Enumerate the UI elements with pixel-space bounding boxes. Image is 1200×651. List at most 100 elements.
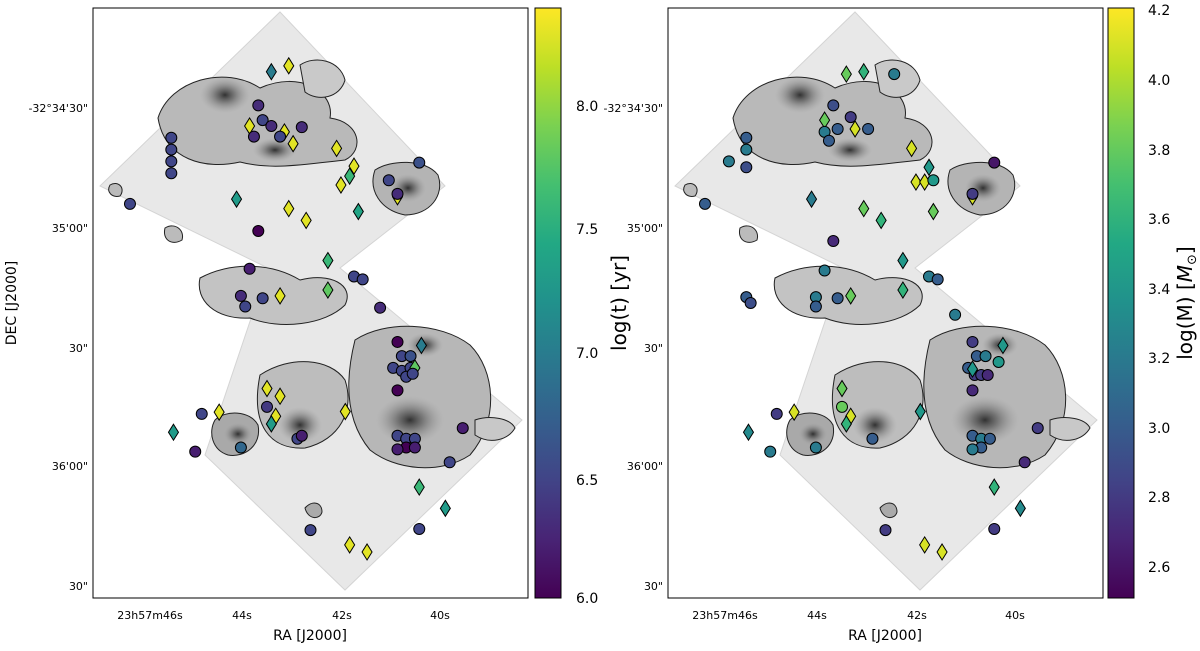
cluster-diamond-marker: [805, 190, 818, 209]
cluster-circle-marker: [404, 350, 417, 363]
cluster-diamond-marker: [322, 281, 334, 299]
x-axis-title: RA [J2000]: [848, 628, 922, 644]
cluster-diamond-marker: [287, 134, 299, 153]
cluster-circle-marker: [966, 187, 979, 200]
cluster-circle-marker: [391, 384, 404, 397]
cluster-diamond-marker: [840, 415, 852, 433]
cluster-diamond-marker: [1014, 499, 1026, 518]
colorbar-tick-label: 2.6: [1148, 560, 1170, 576]
cluster-circle-marker: [740, 131, 753, 144]
x-tick-label: 44s: [232, 609, 252, 622]
x-tick-label: 40s: [430, 609, 450, 622]
cluster-diamond-marker: [335, 176, 347, 194]
x-axis-title: RA [J2000]: [273, 628, 347, 644]
cluster-circle-marker: [256, 114, 269, 127]
cluster-circle-marker: [740, 143, 753, 156]
cluster-diamond-marker: [836, 379, 848, 398]
cluster-circle-marker: [391, 335, 404, 348]
cluster-diamond-marker: [322, 251, 334, 270]
cluster-diamond-marker: [988, 478, 1000, 497]
cluster-circle-marker: [189, 445, 202, 458]
cluster-circle-marker: [295, 429, 308, 442]
cluster-diamond-marker: [788, 403, 800, 422]
colorbar-tick-label: 3.2: [1148, 351, 1170, 367]
left-y-axis: -32°34'30" 35'00" 30" 36'00" 30" DEC [J2…: [4, 102, 88, 593]
cluster-circle-marker: [988, 156, 1001, 169]
colorbar-gradient: [1107, 7, 1135, 599]
x-tick-label: 23h57m46s: [117, 609, 183, 622]
cluster-circle-marker: [261, 400, 273, 413]
cluster-circle-marker: [988, 522, 1001, 535]
right-colorbar: 2.6 2.8 3.0 3.2 3.4 3.6 3.8 4.0 4.2 log(…: [1107, 3, 1200, 599]
cluster-circle-marker: [744, 297, 757, 309]
cluster-circle-marker: [295, 121, 308, 134]
cluster-diamond-marker: [361, 543, 373, 561]
cluster-circle-marker: [304, 524, 317, 537]
cluster-diamond-marker: [906, 139, 918, 158]
cluster-circle-marker: [931, 273, 944, 286]
cluster-diamond-marker: [840, 65, 852, 84]
cluster-circle-marker: [822, 134, 835, 147]
cluster-circle-marker: [265, 120, 278, 132]
cluster-diamond-marker: [849, 120, 861, 138]
cluster-circle-marker: [927, 174, 940, 187]
colorbar-tick-label: 3.8: [1148, 143, 1170, 159]
cluster-circle-marker: [979, 350, 992, 363]
cluster-circle-marker: [408, 441, 421, 454]
cluster-circle-marker: [165, 155, 178, 168]
cluster-diamond-marker: [274, 387, 286, 406]
y-tick-label: 35'00": [52, 222, 88, 235]
cluster-diamond-marker: [897, 281, 909, 299]
colorbar-tick-label: 3.4: [1148, 282, 1170, 298]
cluster-circle-marker: [966, 443, 979, 456]
cluster-circle-marker: [252, 99, 265, 112]
y-tick-label: 30": [644, 580, 663, 593]
cluster-diamond-marker: [274, 286, 286, 305]
cluster-circle-marker: [1031, 422, 1044, 435]
cluster-circle-marker: [827, 99, 840, 112]
cluster-diamond-marker: [230, 190, 243, 209]
cluster-circle-marker: [195, 407, 208, 420]
cluster-circle-marker: [862, 122, 875, 135]
right-image-mosaic: [674, 11, 1098, 591]
left-colorbar: 6.0 6.5 7.0 7.5 8.0 log(t) [yr]: [534, 7, 631, 607]
cluster-diamond-marker: [300, 211, 312, 230]
right-x-axis: 23h57m46s 44s 42s 40s RA [J2000]: [692, 609, 1025, 644]
cluster-diamond-marker: [283, 199, 295, 218]
cluster-circle-marker: [239, 300, 252, 313]
x-tick-label: 23h57m46s: [692, 609, 758, 622]
cluster-circle-marker: [698, 197, 711, 210]
cluster-circle-marker: [836, 400, 848, 413]
cluster-diamond-marker: [265, 62, 277, 81]
cluster-diamond-marker: [348, 157, 360, 176]
x-tick-label: 44s: [807, 609, 827, 622]
cluster-circle-marker: [374, 301, 387, 314]
cluster-diamond-marker: [742, 423, 755, 442]
y-tick-label: 36'00": [627, 460, 663, 473]
cluster-circle-marker: [831, 292, 844, 305]
cluster-circle-marker: [879, 524, 892, 537]
right-panel-mass: 23h57m46s 44s 42s 40s RA [J2000] -32°34'…: [603, 3, 1200, 644]
cluster-circle-marker: [256, 292, 269, 305]
cluster-circle-marker: [888, 68, 901, 81]
cluster-circle-marker: [764, 445, 777, 458]
left-scatter-markers: [123, 56, 469, 561]
cluster-circle-marker: [809, 300, 822, 313]
cluster-circle-marker: [949, 308, 962, 321]
cluster-diamond-marker: [213, 403, 225, 422]
cluster-circle-marker: [992, 356, 1005, 368]
cluster-circle-marker: [165, 167, 178, 180]
cluster-diamond-marker: [919, 535, 931, 554]
cluster-circle-marker: [406, 367, 419, 380]
cluster-diamond-marker: [897, 251, 909, 270]
cluster-circle-marker: [866, 432, 879, 445]
cluster-diamond-marker: [875, 211, 887, 230]
y-axis-title: DEC [J2000]: [4, 261, 20, 346]
cluster-diamond-marker: [966, 360, 979, 379]
cluster-circle-marker: [382, 174, 395, 187]
cluster-circle-marker: [1018, 456, 1031, 469]
cluster-diamond-marker: [997, 336, 1009, 355]
colorbar-tick-label: 6.5: [576, 473, 598, 489]
y-tick-label: 30": [69, 580, 88, 593]
